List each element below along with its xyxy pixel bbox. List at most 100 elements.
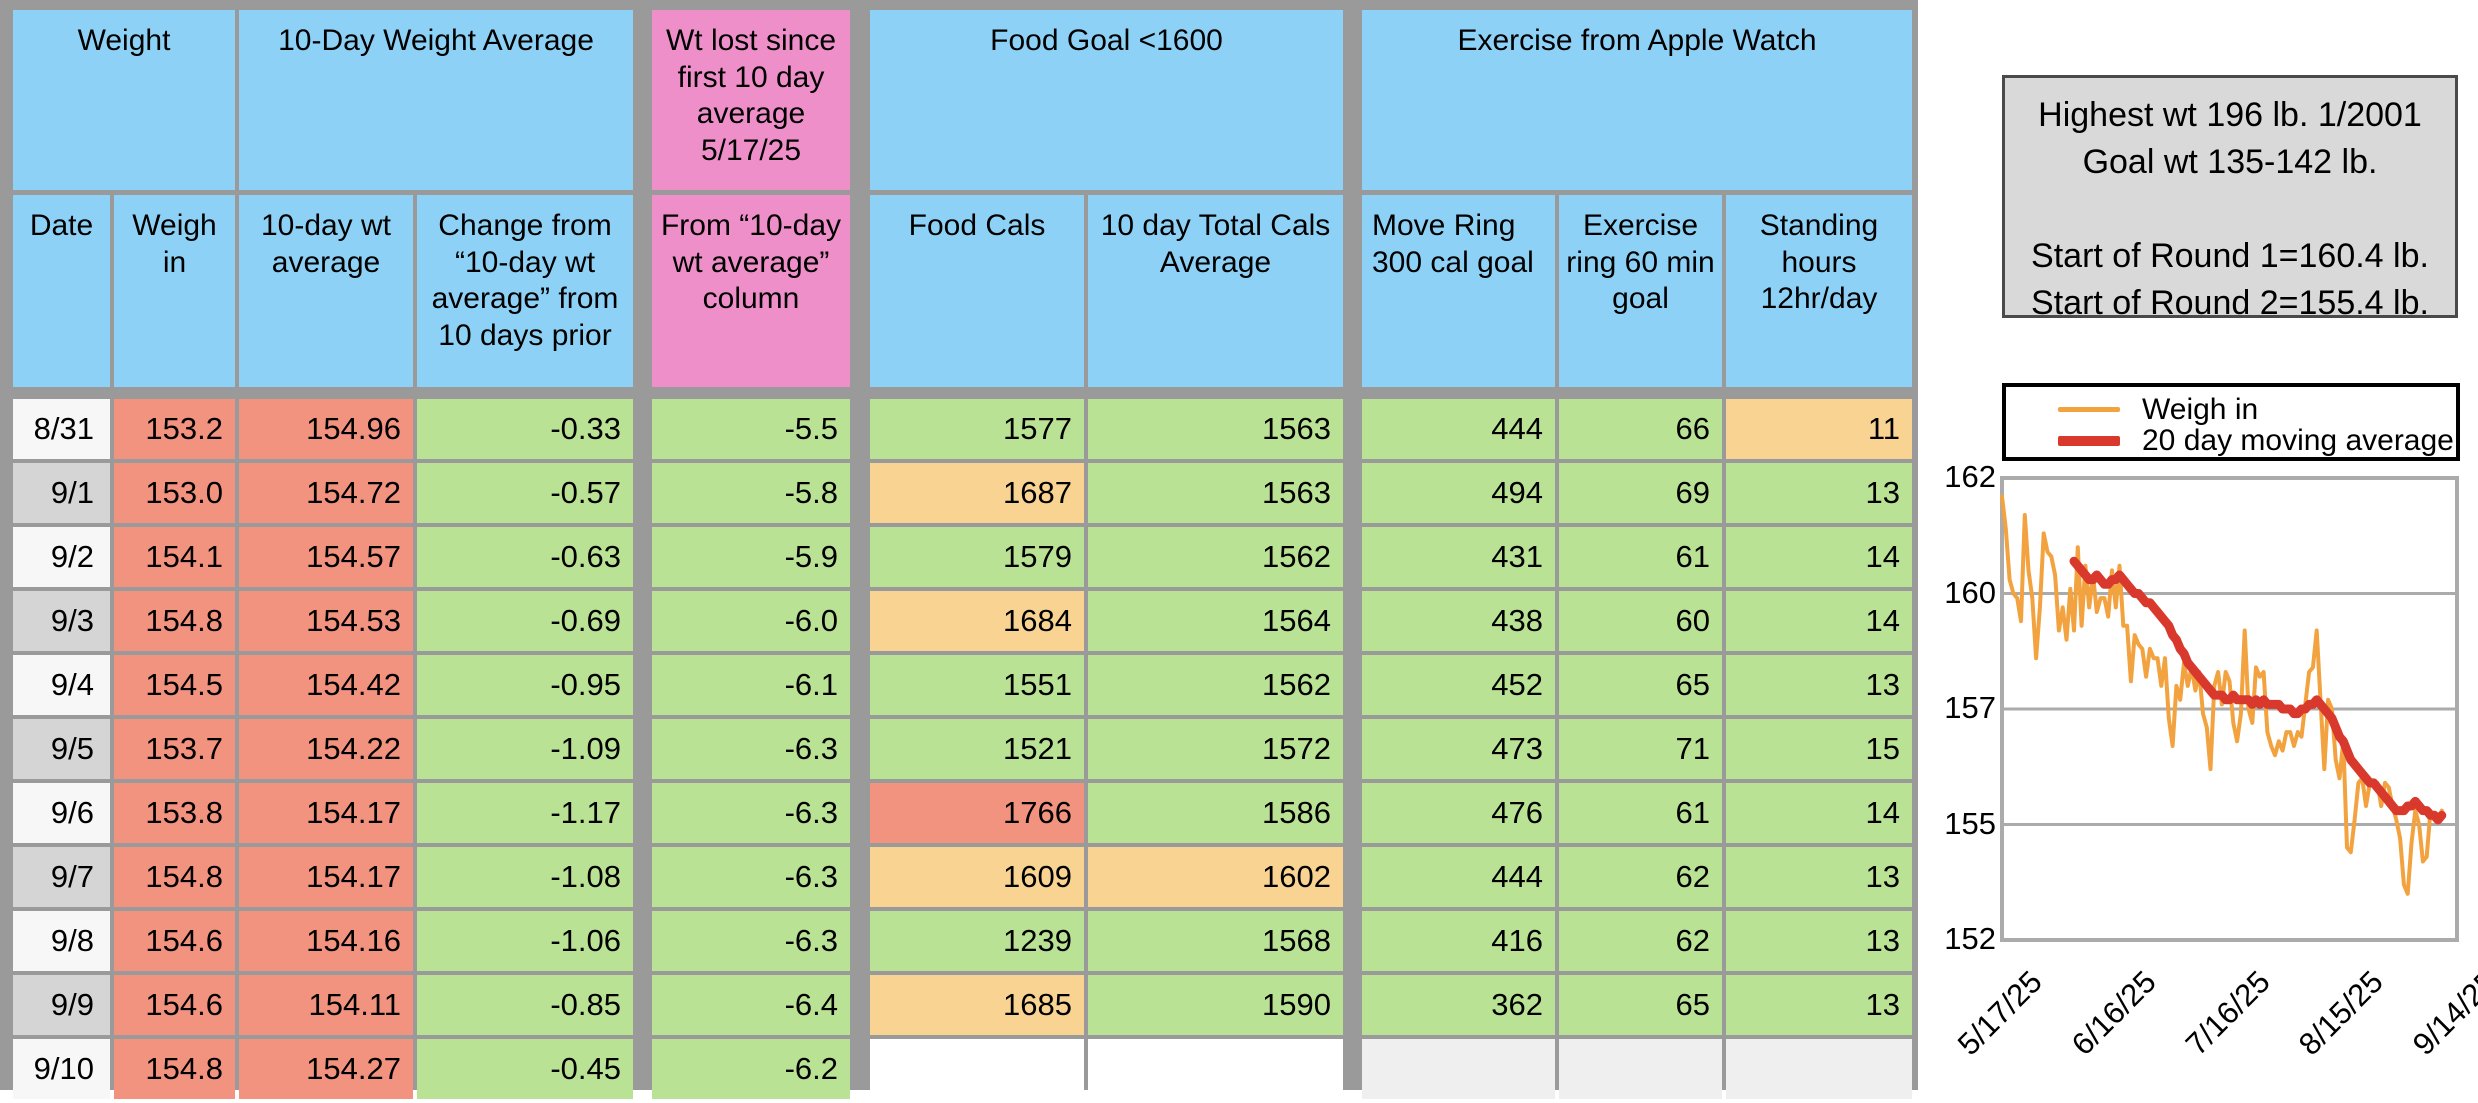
cell-10day-avg[interactable]: 154.42 xyxy=(239,655,413,715)
cell-10day-avg[interactable]: 154.22 xyxy=(239,719,413,779)
cell-standing[interactable]: 14 xyxy=(1726,527,1912,587)
cell-exercise-ring[interactable]: 66 xyxy=(1559,399,1722,459)
cell-food-cals[interactable]: 1239 xyxy=(870,911,1084,971)
cell-food-cals[interactable]: 1579 xyxy=(870,527,1084,587)
cell-total-cals[interactable]: 1590 xyxy=(1088,975,1343,1035)
col-header-weigh-in[interactable]: Weigh in xyxy=(114,195,235,387)
cell-from-avg[interactable]: -6.2 xyxy=(652,1039,850,1099)
cell-change[interactable]: -1.06 xyxy=(417,911,633,971)
cell-food-cals[interactable]: 1609 xyxy=(870,847,1084,907)
cell-change[interactable]: -0.57 xyxy=(417,463,633,523)
col-header-date[interactable]: Date xyxy=(13,195,110,387)
cell-total-cals[interactable]: 1568 xyxy=(1088,911,1343,971)
cell-date[interactable]: 9/4 xyxy=(13,655,110,715)
col-header-change[interactable]: Change from “10-day wt average” from 10 … xyxy=(417,195,633,387)
cell-standing[interactable]: 14 xyxy=(1726,783,1912,843)
cell-date[interactable]: 9/5 xyxy=(13,719,110,779)
cell-exercise-ring[interactable]: 71 xyxy=(1559,719,1722,779)
cell-weigh-in[interactable]: 154.6 xyxy=(114,911,235,971)
cell-total-cals[interactable]: 1562 xyxy=(1088,527,1343,587)
cell-10day-avg[interactable]: 154.27 xyxy=(239,1039,413,1099)
cell-weigh-in[interactable]: 153.7 xyxy=(114,719,235,779)
cell-exercise-ring[interactable]: 65 xyxy=(1559,655,1722,715)
cell-move-ring[interactable]: 431 xyxy=(1362,527,1555,587)
group-header-10day-average[interactable]: 10-Day Weight Average xyxy=(239,10,633,190)
cell-date[interactable]: 9/3 xyxy=(13,591,110,651)
cell-move-ring[interactable]: 416 xyxy=(1362,911,1555,971)
col-header-food-cals[interactable]: Food Cals xyxy=(870,195,1084,387)
cell-10day-avg[interactable]: 154.53 xyxy=(239,591,413,651)
cell-standing[interactable]: 15 xyxy=(1726,719,1912,779)
col-header-total-cals[interactable]: 10 day Total Cals Average xyxy=(1088,195,1343,387)
cell-total-cals[interactable]: 1563 xyxy=(1088,463,1343,523)
col-header-from-avg[interactable]: From “10-day wt average” column xyxy=(652,195,850,387)
cell-10day-avg[interactable]: 154.17 xyxy=(239,783,413,843)
cell-10day-avg[interactable]: 154.96 xyxy=(239,399,413,459)
cell-change[interactable]: -1.09 xyxy=(417,719,633,779)
col-header-10day-avg[interactable]: 10-day wt average xyxy=(239,195,413,387)
cell-move-ring[interactable] xyxy=(1362,1039,1555,1099)
cell-change[interactable]: -0.33 xyxy=(417,399,633,459)
cell-total-cals[interactable]: 1586 xyxy=(1088,783,1343,843)
cell-food-cals[interactable]: 1687 xyxy=(870,463,1084,523)
cell-10day-avg[interactable]: 154.17 xyxy=(239,847,413,907)
cell-from-avg[interactable]: -6.3 xyxy=(652,911,850,971)
group-header-wt-lost[interactable]: Wt lost since first 10 day average 5/17/… xyxy=(652,10,850,190)
cell-weigh-in[interactable]: 153.2 xyxy=(114,399,235,459)
cell-weigh-in[interactable]: 154.6 xyxy=(114,975,235,1035)
cell-food-cals[interactable]: 1551 xyxy=(870,655,1084,715)
cell-exercise-ring[interactable]: 62 xyxy=(1559,847,1722,907)
cell-standing[interactable]: 13 xyxy=(1726,655,1912,715)
cell-date[interactable]: 9/9 xyxy=(13,975,110,1035)
cell-standing[interactable]: 13 xyxy=(1726,975,1912,1035)
cell-move-ring[interactable]: 438 xyxy=(1362,591,1555,651)
cell-move-ring[interactable]: 452 xyxy=(1362,655,1555,715)
cell-from-avg[interactable]: -5.5 xyxy=(652,399,850,459)
cell-from-avg[interactable]: -6.1 xyxy=(652,655,850,715)
cell-10day-avg[interactable]: 154.57 xyxy=(239,527,413,587)
cell-standing[interactable]: 11 xyxy=(1726,399,1912,459)
cell-change[interactable]: -0.95 xyxy=(417,655,633,715)
cell-weigh-in[interactable]: 153.0 xyxy=(114,463,235,523)
cell-total-cals[interactable]: 1562 xyxy=(1088,655,1343,715)
cell-total-cals[interactable]: 1564 xyxy=(1088,591,1343,651)
cell-exercise-ring[interactable]: 69 xyxy=(1559,463,1722,523)
cell-from-avg[interactable]: -6.3 xyxy=(652,783,850,843)
cell-standing[interactable] xyxy=(1726,1039,1912,1099)
cell-food-cals[interactable] xyxy=(870,1039,1084,1099)
cell-change[interactable]: -0.45 xyxy=(417,1039,633,1099)
cell-weigh-in[interactable]: 154.5 xyxy=(114,655,235,715)
cell-move-ring[interactable]: 444 xyxy=(1362,847,1555,907)
cell-exercise-ring[interactable]: 65 xyxy=(1559,975,1722,1035)
cell-total-cals[interactable]: 1602 xyxy=(1088,847,1343,907)
cell-10day-avg[interactable]: 154.72 xyxy=(239,463,413,523)
cell-weigh-in[interactable]: 153.8 xyxy=(114,783,235,843)
cell-date[interactable]: 9/7 xyxy=(13,847,110,907)
cell-total-cals[interactable]: 1563 xyxy=(1088,399,1343,459)
cell-date[interactable]: 9/1 xyxy=(13,463,110,523)
cell-exercise-ring[interactable]: 61 xyxy=(1559,527,1722,587)
cell-10day-avg[interactable]: 154.16 xyxy=(239,911,413,971)
cell-food-cals[interactable]: 1766 xyxy=(870,783,1084,843)
cell-exercise-ring[interactable] xyxy=(1559,1039,1722,1099)
cell-from-avg[interactable]: -6.4 xyxy=(652,975,850,1035)
cell-from-avg[interactable]: -6.0 xyxy=(652,591,850,651)
cell-food-cals[interactable]: 1521 xyxy=(870,719,1084,779)
cell-standing[interactable]: 14 xyxy=(1726,591,1912,651)
cell-change[interactable]: -0.69 xyxy=(417,591,633,651)
col-header-standing[interactable]: Standing hours 12hr/day xyxy=(1726,195,1912,387)
cell-date[interactable]: 9/10 xyxy=(13,1039,110,1099)
cell-weigh-in[interactable]: 154.1 xyxy=(114,527,235,587)
cell-change[interactable]: -1.08 xyxy=(417,847,633,907)
cell-exercise-ring[interactable]: 60 xyxy=(1559,591,1722,651)
cell-move-ring[interactable]: 444 xyxy=(1362,399,1555,459)
cell-from-avg[interactable]: -6.3 xyxy=(652,719,850,779)
cell-move-ring[interactable]: 494 xyxy=(1362,463,1555,523)
group-header-exercise[interactable]: Exercise from Apple Watch xyxy=(1362,10,1912,190)
cell-move-ring[interactable]: 476 xyxy=(1362,783,1555,843)
cell-total-cals[interactable] xyxy=(1088,1039,1343,1099)
cell-move-ring[interactable]: 473 xyxy=(1362,719,1555,779)
cell-from-avg[interactable]: -6.3 xyxy=(652,847,850,907)
cell-change[interactable]: -0.85 xyxy=(417,975,633,1035)
cell-standing[interactable]: 13 xyxy=(1726,847,1912,907)
